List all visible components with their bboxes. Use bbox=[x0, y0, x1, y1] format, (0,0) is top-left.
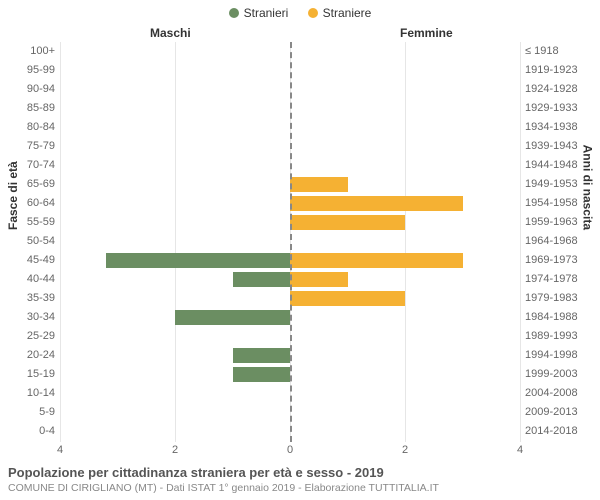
birth-year-label: 1979-1983 bbox=[525, 289, 595, 308]
birth-year-label: 1949-1953 bbox=[525, 175, 595, 194]
x-tick-label: 4 bbox=[57, 444, 63, 456]
birth-year-label: 1984-1988 bbox=[525, 308, 595, 327]
age-label: 80-84 bbox=[5, 118, 55, 137]
bar-female bbox=[290, 196, 463, 211]
birth-year-label: 1919-1923 bbox=[525, 61, 595, 80]
birth-year-label: 1929-1933 bbox=[525, 99, 595, 118]
center-divider bbox=[290, 42, 292, 442]
birth-year-label: 2004-2008 bbox=[525, 384, 595, 403]
age-label: 20-24 bbox=[5, 346, 55, 365]
legend-swatch-male bbox=[229, 8, 239, 18]
legend-label-female: Straniere bbox=[323, 6, 372, 20]
legend-label-male: Stranieri bbox=[244, 6, 289, 20]
age-label: 100+ bbox=[5, 42, 55, 61]
birth-year-label: 2014-2018 bbox=[525, 422, 595, 441]
bar-male bbox=[233, 367, 291, 382]
chart-subtitle: COMUNE DI CIRIGLIANO (MT) - Dati ISTAT 1… bbox=[8, 482, 592, 494]
birth-year-label: 1954-1958 bbox=[525, 194, 595, 213]
birth-year-label: 1999-2003 bbox=[525, 365, 595, 384]
x-tick-label: 0 bbox=[287, 444, 293, 456]
bar-female bbox=[290, 291, 405, 306]
birth-year-label: 1989-1993 bbox=[525, 327, 595, 346]
chart-footer: Popolazione per cittadinanza straniera p… bbox=[8, 465, 592, 494]
age-label: 65-69 bbox=[5, 175, 55, 194]
bar-female bbox=[290, 177, 348, 192]
age-label: 45-49 bbox=[5, 251, 55, 270]
legend: Stranieri Straniere bbox=[0, 6, 600, 21]
column-title-male: Maschi bbox=[150, 26, 191, 40]
legend-item-male: Stranieri bbox=[229, 6, 289, 20]
age-label: 35-39 bbox=[5, 289, 55, 308]
birth-year-label: 2009-2013 bbox=[525, 403, 595, 422]
bar-female bbox=[290, 253, 463, 268]
birth-year-label: 1934-1938 bbox=[525, 118, 595, 137]
age-label: 15-19 bbox=[5, 365, 55, 384]
birth-year-label: 1964-1968 bbox=[525, 232, 595, 251]
age-label: 70-74 bbox=[5, 156, 55, 175]
birth-year-label: 1959-1963 bbox=[525, 213, 595, 232]
birth-year-label: 1924-1928 bbox=[525, 80, 595, 99]
bar-male bbox=[106, 253, 290, 268]
x-tick-label: 2 bbox=[172, 444, 178, 456]
birth-year-label: 1974-1978 bbox=[525, 270, 595, 289]
bar-male bbox=[233, 272, 291, 287]
age-label: 55-59 bbox=[5, 213, 55, 232]
age-label: 95-99 bbox=[5, 61, 55, 80]
age-label: 75-79 bbox=[5, 137, 55, 156]
population-pyramid-chart: Stranieri Straniere Maschi Femmine Fasce… bbox=[0, 0, 600, 500]
birth-year-label: 1944-1948 bbox=[525, 156, 595, 175]
age-label: 40-44 bbox=[5, 270, 55, 289]
birth-year-label: 1994-1998 bbox=[525, 346, 595, 365]
bar-female bbox=[290, 215, 405, 230]
age-label: 30-34 bbox=[5, 308, 55, 327]
age-label: 25-29 bbox=[5, 327, 55, 346]
age-label: 60-64 bbox=[5, 194, 55, 213]
age-label: 0-4 bbox=[5, 422, 55, 441]
bar-female bbox=[290, 272, 348, 287]
chart-title: Popolazione per cittadinanza straniera p… bbox=[8, 465, 592, 480]
x-tick-label: 2 bbox=[402, 444, 408, 456]
x-axis-ticks: 4 2 0 2 4 bbox=[60, 444, 520, 460]
legend-item-female: Straniere bbox=[308, 6, 372, 20]
birth-year-label: 1939-1943 bbox=[525, 137, 595, 156]
birth-year-label: ≤ 1918 bbox=[525, 42, 595, 61]
age-label: 90-94 bbox=[5, 80, 55, 99]
bar-male bbox=[233, 348, 291, 363]
age-label: 85-89 bbox=[5, 99, 55, 118]
x-tick-label: 4 bbox=[517, 444, 523, 456]
plot-area: 100+≤ 191895-991919-192390-941924-192885… bbox=[60, 42, 520, 442]
age-label: 10-14 bbox=[5, 384, 55, 403]
column-title-female: Femmine bbox=[400, 26, 453, 40]
birth-year-label: 1969-1973 bbox=[525, 251, 595, 270]
age-label: 50-54 bbox=[5, 232, 55, 251]
legend-swatch-female bbox=[308, 8, 318, 18]
age-label: 5-9 bbox=[5, 403, 55, 422]
gridline bbox=[520, 42, 521, 442]
bar-male bbox=[175, 310, 290, 325]
